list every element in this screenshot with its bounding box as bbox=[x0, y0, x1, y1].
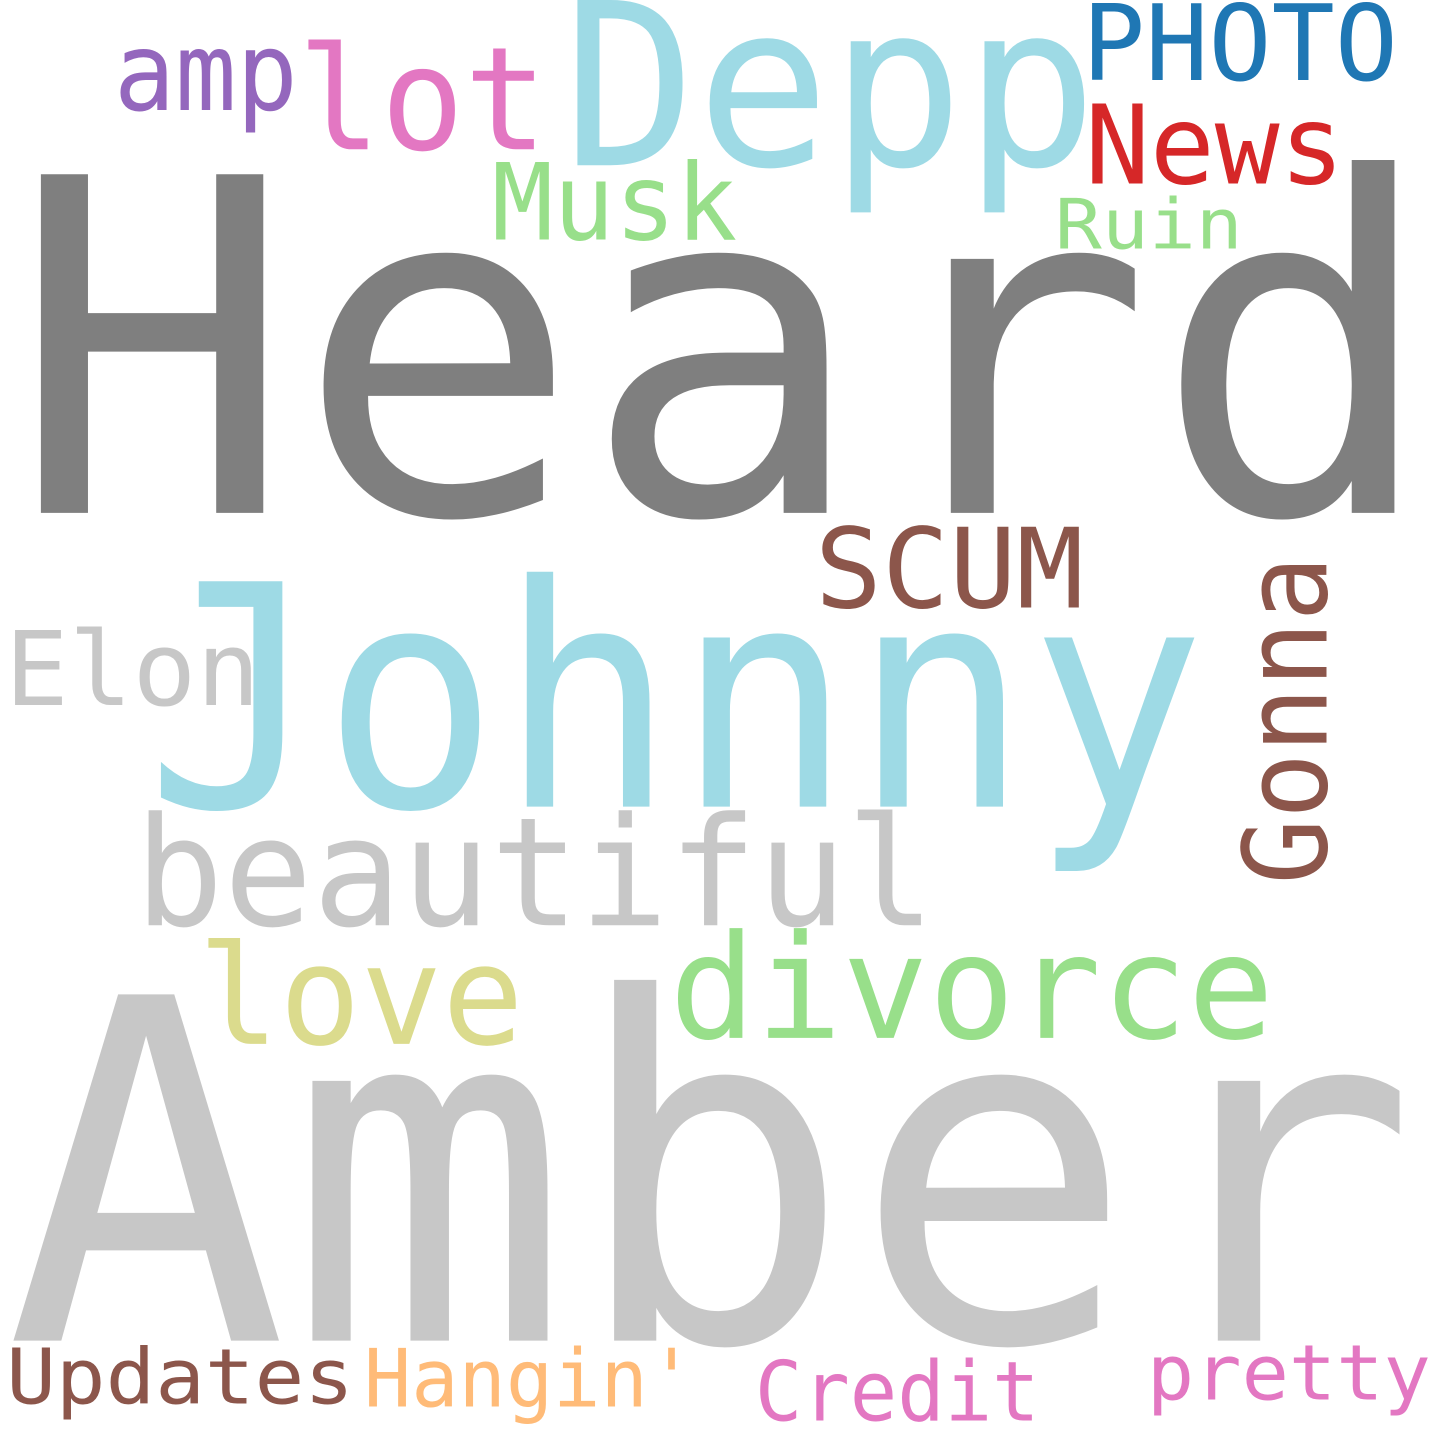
word-updates: Updates bbox=[6, 1333, 354, 1422]
word-johnny: Johnny bbox=[145, 520, 1206, 881]
word-amp: amp bbox=[113, 9, 298, 138]
word-depp: Depp bbox=[562, 0, 1098, 220]
word-divorce: divorce bbox=[669, 903, 1275, 1073]
word-lot: lot bbox=[297, 16, 548, 184]
word-hangin: Hangin' bbox=[363, 1332, 696, 1426]
word-scum: SCUM bbox=[814, 505, 1084, 634]
word-beautiful: beautiful bbox=[134, 784, 936, 962]
word-news: News bbox=[1084, 82, 1345, 211]
word-love: love bbox=[197, 914, 524, 1077]
word-ruin: Ruin bbox=[1054, 184, 1243, 266]
word-photo: PHOTO bbox=[1082, 0, 1398, 106]
word-credit: Credit bbox=[754, 1343, 1040, 1440]
word-musk: Musk bbox=[491, 141, 738, 266]
word-gonna: Gonna bbox=[1219, 556, 1354, 885]
word-heard: Heard bbox=[9, 82, 1439, 624]
word-pretty: pretty bbox=[1146, 1328, 1431, 1419]
word-amber: Amber bbox=[4, 899, 1418, 1440]
word-elon: Elon bbox=[4, 611, 261, 731]
